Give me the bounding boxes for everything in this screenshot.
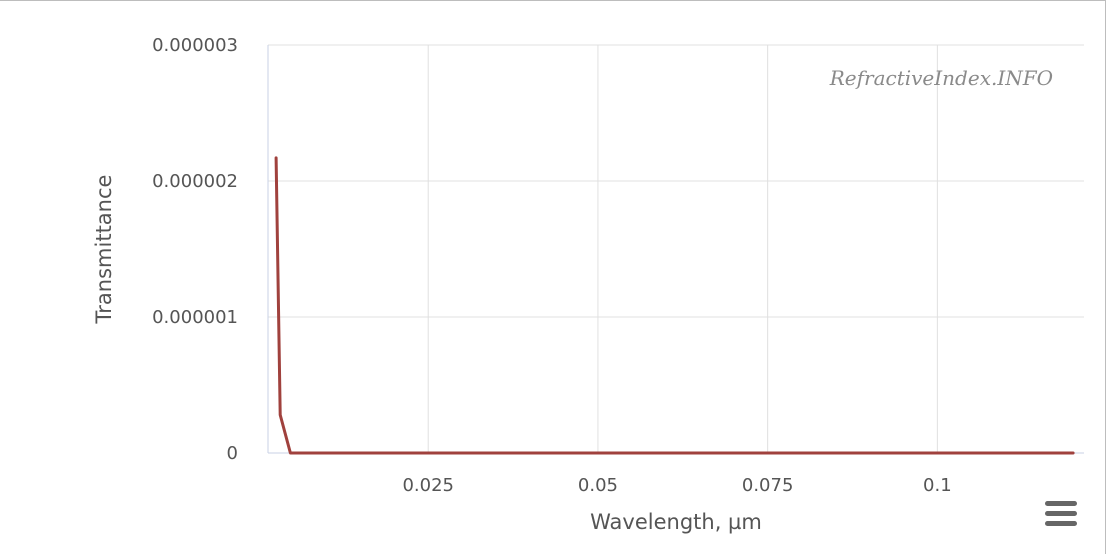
y-gridlines <box>268 44 1084 454</box>
y-tick-label: 0.000001 <box>152 307 238 328</box>
x-tick-label: 0.05 <box>578 475 618 496</box>
menu-bar <box>1045 501 1077 506</box>
hamburger-menu-icon[interactable] <box>1043 498 1079 530</box>
y-tick-label: 0.000003 <box>152 35 238 56</box>
x-axis-title: Wavelength, µm <box>590 510 762 534</box>
x-tick-label: 0.025 <box>402 475 454 496</box>
credit-label[interactable]: RefractiveIndex.INFO <box>829 66 1053 90</box>
series-layer <box>274 156 1075 455</box>
x-tick-labels: 0.025 0.05 0.075 0.1 <box>402 475 951 496</box>
x-tick-label: 0.1 <box>923 475 952 496</box>
series-line[interactable] <box>274 156 1075 455</box>
y-tick-label: 0.000002 <box>152 171 238 192</box>
menu-bar <box>1045 511 1077 516</box>
y-tick-labels: 0 0.000001 0.000002 0.000003 <box>152 35 238 464</box>
y-tick-label: 0 <box>227 443 238 464</box>
y-axis-title: Transmittance <box>92 175 116 325</box>
x-tick-label: 0.075 <box>742 475 794 496</box>
menu-bar <box>1045 521 1077 526</box>
x-gridlines <box>427 45 938 453</box>
